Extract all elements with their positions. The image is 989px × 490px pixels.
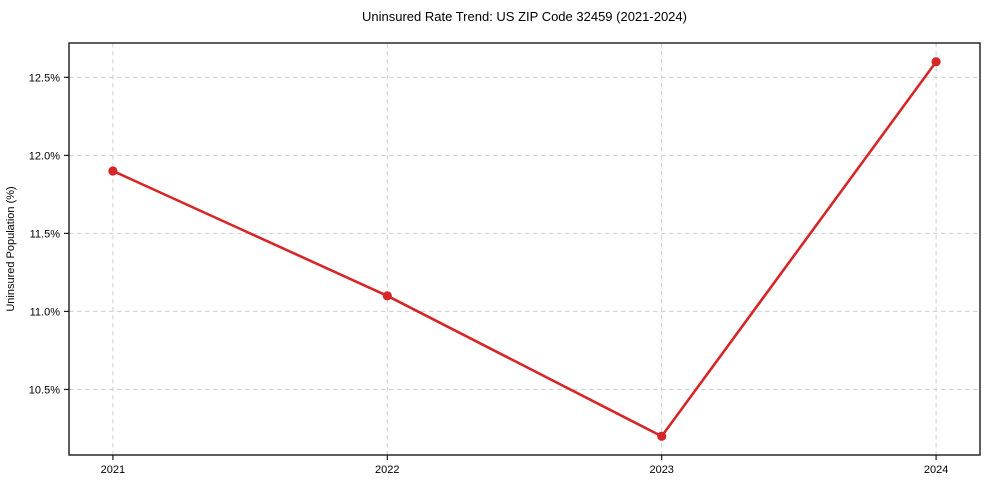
axes-layer: 10.5% 11.0% 11.5% 12.0% 12.5% 2021 2022 2023 202… <box>29 42 981 476</box>
y-tick-label: 12.5% <box>29 72 60 84</box>
data-point-marker <box>657 431 667 441</box>
y-tick-label: 12.0% <box>29 150 60 162</box>
x-tick-label: 2021 <box>101 464 125 476</box>
trend-line <box>111 60 938 438</box>
data-point-marker <box>382 291 392 301</box>
chart-title: Uninsured Rate Trend: US ZIP Code 32459 … <box>362 9 687 24</box>
plot-border <box>68 42 981 456</box>
data-point-marker <box>931 57 941 67</box>
x-tick-label: 2024 <box>924 464 948 476</box>
y-tick-label: 11.0% <box>30 306 61 318</box>
x-tick-label: 2022 <box>375 464 399 476</box>
grid-layer <box>69 43 980 455</box>
series-layer <box>108 57 941 441</box>
y-tick-label: 10.5% <box>29 384 60 396</box>
y-axis-label: Uninsured Population (%) <box>5 186 17 311</box>
y-tick-label: 11.5% <box>30 228 61 240</box>
x-tick-label: 2023 <box>649 464 673 476</box>
data-point-marker <box>108 166 118 176</box>
